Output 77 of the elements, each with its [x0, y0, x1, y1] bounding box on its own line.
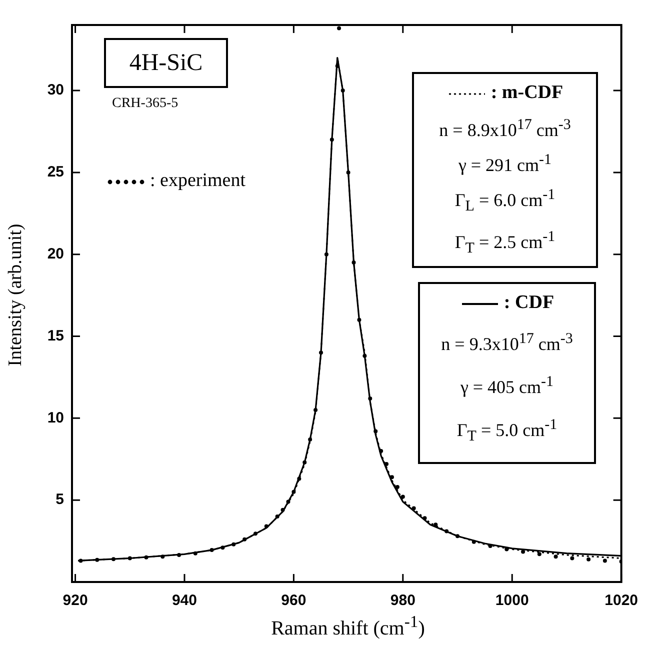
point	[570, 556, 574, 560]
legend-label: : experiment	[150, 170, 246, 191]
point	[456, 534, 460, 538]
annotation: 4H-SiC	[104, 38, 228, 88]
legend-label: : m-CDF	[490, 82, 564, 103]
point	[602, 558, 607, 563]
x-axis-title: Raman shift (cm$^{-1}$)	[270, 612, 426, 641]
annotation: CRH-365-5	[112, 96, 178, 112]
point	[193, 551, 198, 556]
point	[384, 462, 389, 466]
x-tick-label: 920	[62, 592, 88, 610]
point	[352, 260, 356, 265]
point	[368, 396, 372, 401]
point	[521, 550, 526, 554]
point	[177, 552, 182, 557]
point	[308, 437, 312, 442]
point	[286, 500, 290, 504]
point	[302, 460, 307, 464]
x-tick-label: 1000	[495, 592, 529, 610]
point	[335, 64, 340, 68]
point	[346, 170, 350, 174]
annotation: Γ$_{L}$ = 6.0 cm$^{-1}$	[454, 186, 556, 217]
point	[472, 540, 476, 544]
point	[78, 558, 83, 563]
y-tick-label: 30	[47, 82, 64, 99]
point	[340, 88, 345, 93]
point	[357, 318, 362, 322]
point	[318, 350, 323, 355]
y-axis-title: Intensity (arb.unit)	[5, 222, 27, 368]
point	[292, 490, 296, 494]
point	[586, 557, 591, 562]
annotation: γ = 405 cm$^{-1}$	[459, 373, 555, 399]
point	[330, 138, 334, 142]
point	[537, 552, 542, 556]
point	[504, 547, 509, 552]
y-tick-label: 25	[47, 164, 64, 181]
annotation: Γ$_{T}$ = 5.0 cm$^{-1}$	[456, 416, 558, 447]
point	[395, 484, 400, 489]
annotation: n = 9.3x10$^{17}$ cm$^{-3}$	[440, 330, 574, 356]
point	[400, 494, 405, 499]
annotation: γ = 291 cm$^{-1}$	[457, 151, 553, 177]
point	[412, 506, 416, 510]
x-tick-label: 1020	[604, 592, 638, 610]
point	[112, 557, 116, 562]
y-tick-label: 20	[47, 245, 64, 262]
annotation: Γ$_{T}$ = 2.5 cm$^{-1}$	[454, 228, 556, 258]
y-tick-label: 15	[47, 327, 64, 344]
point	[362, 354, 367, 358]
point	[280, 508, 285, 512]
y-tick-label: 5	[56, 491, 64, 508]
x-tick-label: 980	[390, 592, 416, 610]
point	[220, 546, 225, 550]
point	[160, 554, 165, 559]
x-tick-label: 960	[281, 592, 306, 610]
point	[144, 555, 148, 560]
point	[128, 556, 132, 560]
point	[95, 558, 100, 562]
point	[242, 537, 247, 542]
legend-label: : CDF	[504, 292, 554, 313]
point	[324, 252, 328, 256]
point	[379, 448, 384, 453]
point	[275, 514, 280, 518]
point	[264, 524, 268, 528]
point	[297, 476, 302, 481]
point	[374, 429, 378, 434]
point	[444, 529, 449, 534]
x-tick-label: 940	[172, 592, 197, 610]
y-tick-label: 10	[47, 409, 64, 426]
point	[314, 408, 318, 412]
point	[337, 26, 342, 30]
point	[253, 532, 258, 536]
annotation: n = 8.9x10$^{17}$ cm$^{-3}$	[438, 116, 572, 142]
point	[232, 542, 236, 546]
point	[554, 554, 558, 559]
point	[210, 548, 214, 552]
point	[434, 522, 438, 527]
point	[422, 516, 427, 520]
